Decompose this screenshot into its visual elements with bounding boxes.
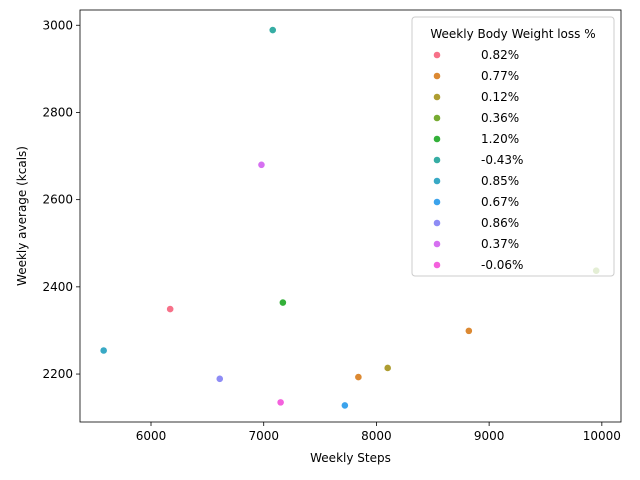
y-axis-ticks: 2200 2400 2600 2800 3000 <box>42 18 80 381</box>
data-point <box>215 374 224 383</box>
y-tick-label: 2200 <box>42 367 73 381</box>
legend-label: 0.85% <box>481 174 519 188</box>
legend-marker <box>433 114 441 122</box>
legend-marker <box>433 156 441 164</box>
data-point <box>268 26 277 34</box>
x-tick-label: 10000 <box>583 429 621 443</box>
legend-label: -0.43% <box>481 153 523 167</box>
y-tick-label: 2400 <box>42 280 73 294</box>
legend-label: 1.20% <box>481 132 519 146</box>
data-point <box>278 298 287 307</box>
legend-label: 0.77% <box>481 69 519 83</box>
legend-marker <box>433 72 441 80</box>
legend-marker <box>433 261 441 269</box>
x-tick-label: 7000 <box>248 429 279 443</box>
y-tick-label: 2600 <box>42 193 73 207</box>
legend-marker <box>433 93 441 101</box>
data-point <box>340 401 349 410</box>
legend-label: 0.37% <box>481 237 519 251</box>
legend-title: Weekly Body Weight loss % <box>430 27 595 41</box>
data-point <box>257 160 266 169</box>
legend-marker <box>433 135 441 143</box>
legend-label: 0.86% <box>481 216 519 230</box>
x-axis-ticks: 6000 7000 8000 9000 10000 <box>136 422 621 443</box>
legend-label: 0.12% <box>481 90 519 104</box>
data-point <box>166 305 175 313</box>
x-tick-label: 9000 <box>474 429 505 443</box>
legend-label: -0.06% <box>481 258 523 272</box>
legend-marker <box>433 198 441 206</box>
legend-label: 0.36% <box>481 111 519 125</box>
legend-marker <box>433 51 441 59</box>
data-point <box>464 326 473 335</box>
y-axis-label: Weekly average (kcals) <box>15 146 29 286</box>
x-tick-label: 8000 <box>361 429 392 443</box>
legend-marker <box>433 219 441 227</box>
legend-entries: 0.82% 0.77% 0.12% 0.36% 1.20% -0.43% 0.85% 0.67… <box>433 48 523 272</box>
legend: Weekly Body Weight loss % 0.82% 0.77% 0.12… <box>411 16 615 277</box>
y-tick-label: 3000 <box>42 18 73 32</box>
axes-frame <box>79 9 622 423</box>
data-point <box>383 364 392 372</box>
data-point <box>99 346 108 355</box>
legend-box <box>411 16 615 277</box>
x-tick-label: 6000 <box>136 429 167 443</box>
legend-label: 0.82% <box>481 48 519 62</box>
data-point <box>354 373 363 381</box>
y-tick-label: 2800 <box>42 105 73 119</box>
data-point <box>276 398 285 407</box>
x-axis-label: Weekly Steps <box>310 451 391 465</box>
legend-marker <box>433 240 441 248</box>
legend-marker <box>433 177 441 185</box>
legend-label: 0.67% <box>481 195 519 209</box>
